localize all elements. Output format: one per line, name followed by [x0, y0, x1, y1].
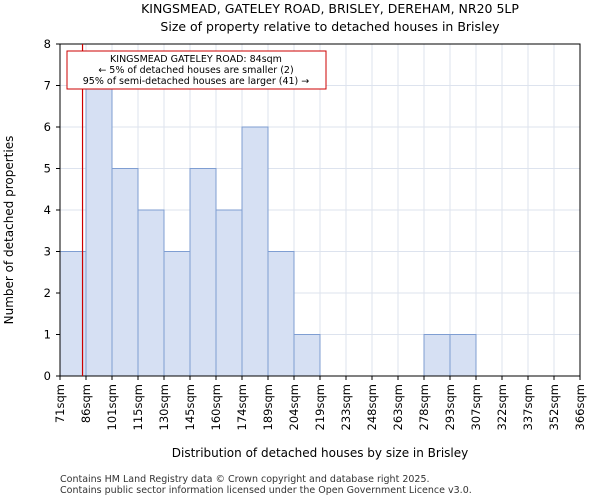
x-tick-label: 71sqm	[53, 384, 67, 423]
x-tick-label: 204sqm	[287, 384, 301, 430]
x-axis-label: Distribution of detached houses by size …	[172, 446, 468, 460]
x-axis: 71sqm 86sqm 101sqm 115sqm 130sqm 145sqm 160sqm…	[53, 376, 587, 430]
annotation-line-2: ← 5% of detached houses are smaller (2)	[98, 65, 293, 76]
y-tick-label: 5	[44, 162, 51, 176]
bar-101sqm	[111, 168, 139, 377]
x-tick-label: 233sqm	[339, 384, 353, 430]
bar-86sqm	[85, 85, 113, 377]
y-tick-label: 6	[44, 120, 51, 134]
chart-subtitle: Size of property relative to detached ho…	[160, 19, 500, 34]
bar-189sqm	[267, 251, 295, 377]
x-tick-label: 337sqm	[521, 384, 535, 430]
annotation-line-3: 95% of semi-detached houses are larger (…	[83, 76, 310, 87]
bar-278sqm	[423, 334, 451, 377]
footer-licence: Contains public sector information licen…	[60, 485, 472, 496]
bar-204sqm	[293, 334, 321, 377]
x-tick-label: 174sqm	[235, 384, 249, 430]
x-tick-label: 189sqm	[261, 384, 275, 430]
y-axis-label: Number of detached properties	[2, 136, 16, 325]
y-tick-label: 1	[44, 328, 51, 342]
y-tick-label: 3	[44, 245, 51, 259]
x-tick-label: 307sqm	[469, 384, 483, 430]
x-tick-label: 145sqm	[183, 384, 197, 430]
x-tick-label: 263sqm	[391, 384, 405, 430]
x-tick-label: 366sqm	[573, 384, 587, 430]
annotation-line-1: KINGSMEAD GATELEY ROAD: 84sqm	[110, 54, 282, 65]
y-tick-label: 0	[44, 369, 51, 383]
y-axis: 0 1 2 3 4 5 6 7 8	[44, 37, 60, 383]
chart-title: KINGSMEAD, GATELEY ROAD, BRISLEY, DEREHA…	[141, 1, 519, 16]
x-tick-label: 115sqm	[131, 384, 145, 430]
bar-145sqm	[189, 168, 217, 377]
x-tick-label: 278sqm	[417, 384, 431, 430]
bar-160sqm	[215, 209, 243, 377]
x-tick-label: 101sqm	[105, 384, 119, 430]
bars	[59, 85, 477, 377]
x-tick-label: 293sqm	[443, 384, 457, 430]
x-tick-label: 130sqm	[157, 384, 171, 430]
y-tick-label: 8	[44, 37, 51, 51]
x-tick-label: 322sqm	[495, 384, 509, 430]
y-tick-label: 2	[44, 286, 51, 300]
y-tick-label: 7	[44, 79, 51, 93]
bar-174sqm	[241, 126, 269, 377]
annotation-frame	[66, 50, 327, 90]
annotation-box: KINGSMEAD GATELEY ROAD: 84sqm ← 5% of de…	[66, 50, 327, 90]
footer-copyright: Contains HM Land Registry data © Crown c…	[60, 474, 430, 485]
x-tick-label: 352sqm	[547, 384, 561, 430]
x-tick-label: 160sqm	[209, 384, 223, 430]
x-tick-label: 86sqm	[79, 384, 93, 423]
x-tick-label: 248sqm	[365, 384, 379, 430]
y-tick-label: 4	[44, 203, 51, 217]
x-tick-label: 219sqm	[313, 384, 327, 430]
bar-293sqm	[449, 334, 477, 377]
bar-130sqm	[163, 251, 191, 377]
bar-115sqm	[137, 209, 165, 377]
